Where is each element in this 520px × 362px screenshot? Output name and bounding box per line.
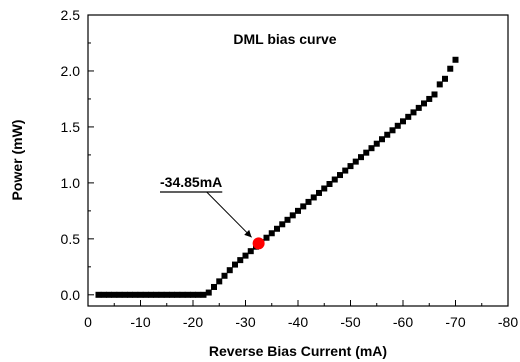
data-point — [279, 221, 286, 228]
x-tick-label: 0 — [84, 314, 92, 330]
data-point — [268, 230, 275, 237]
data-point — [116, 291, 123, 298]
data-point — [179, 291, 186, 298]
data-point — [163, 291, 170, 298]
data-point — [142, 291, 149, 298]
x-tick-label: -10 — [130, 314, 150, 330]
data-point — [205, 289, 212, 296]
data-point — [295, 207, 301, 214]
data-point — [305, 198, 312, 205]
data-point — [379, 136, 385, 143]
y-tick-label: 1.5 — [61, 119, 81, 135]
data-point — [358, 154, 364, 161]
data-point — [442, 75, 448, 82]
data-point — [216, 278, 223, 285]
data-point — [174, 291, 181, 298]
x-tick-label: -70 — [445, 314, 465, 330]
data-point — [226, 267, 233, 274]
data-point — [436, 81, 443, 88]
data-point — [373, 140, 380, 147]
data-point — [132, 291, 139, 298]
y-axis-ticks: 0.0 0.5 1.0 1.5 2.0 2.5 — [61, 7, 94, 303]
data-point — [190, 291, 196, 298]
data-point — [148, 291, 154, 298]
data-point — [200, 291, 207, 298]
x-tick-label: -50 — [340, 314, 360, 330]
data-point — [121, 291, 128, 298]
highlight-point — [252, 237, 265, 250]
data-point — [389, 127, 396, 134]
data-point — [452, 56, 459, 63]
y-tick-label: 0.0 — [61, 287, 81, 303]
data-point — [95, 291, 102, 298]
data-point — [127, 291, 133, 298]
data-point — [310, 194, 317, 201]
data-point — [368, 145, 375, 152]
chart-title: DML bias curve — [233, 31, 336, 47]
data-point — [153, 291, 160, 298]
x-axis-ticks: 0 -10 -20 -30 -40 -50 -60 -70 -80 — [84, 300, 518, 330]
data-point — [284, 216, 291, 223]
annotation-arrow — [206, 191, 252, 238]
x-axis-title: Reverse Bias Current (mA) — [209, 343, 387, 359]
data-point — [274, 225, 280, 232]
data-point — [394, 122, 401, 129]
data-point — [331, 176, 338, 183]
y-tick-label: 1.0 — [61, 175, 81, 191]
data-point — [431, 91, 438, 98]
y-tick-label: 2.0 — [61, 63, 81, 79]
data-point — [263, 234, 270, 241]
data-point — [321, 185, 328, 192]
data-point — [447, 65, 454, 72]
x-tick-label: -40 — [288, 314, 308, 330]
data-point — [384, 131, 391, 138]
data-point — [232, 261, 238, 268]
plot-area — [87, 14, 509, 307]
data-point — [300, 203, 307, 210]
annotation-arrowhead — [244, 229, 252, 238]
data-point — [106, 291, 112, 298]
data-point — [137, 291, 144, 298]
data-point — [405, 113, 412, 120]
x-tick-label: -60 — [393, 314, 413, 330]
data-point — [184, 291, 191, 298]
data-point — [342, 167, 349, 174]
data-point — [211, 283, 217, 290]
data-points — [95, 56, 459, 298]
data-point — [242, 252, 249, 259]
data-point — [316, 189, 322, 196]
data-point — [347, 163, 354, 170]
data-point — [289, 212, 296, 219]
data-point — [363, 149, 370, 156]
data-point — [415, 104, 422, 111]
data-point — [158, 291, 165, 298]
data-point — [421, 100, 427, 107]
data-point — [337, 172, 343, 179]
y-tick-label: 0.5 — [61, 231, 81, 247]
data-point — [400, 118, 406, 125]
data-point — [221, 272, 228, 279]
data-point — [111, 291, 118, 298]
data-point — [195, 291, 202, 298]
data-point — [247, 248, 254, 255]
data-point — [100, 291, 107, 298]
y-axis-title: Power (mW) — [9, 120, 25, 201]
y-tick-label: 2.5 — [61, 7, 81, 23]
data-point — [237, 257, 244, 264]
annotation: -34.85mA — [160, 174, 252, 238]
data-point — [326, 181, 333, 188]
x-tick-label: -80 — [498, 314, 518, 330]
data-point — [410, 109, 417, 116]
x-tick-label: -20 — [183, 314, 203, 330]
annotation-label: -34.85mA — [160, 174, 222, 190]
data-point — [426, 95, 433, 102]
data-point — [169, 291, 175, 298]
data-point — [352, 158, 359, 165]
x-tick-label: -30 — [235, 314, 255, 330]
